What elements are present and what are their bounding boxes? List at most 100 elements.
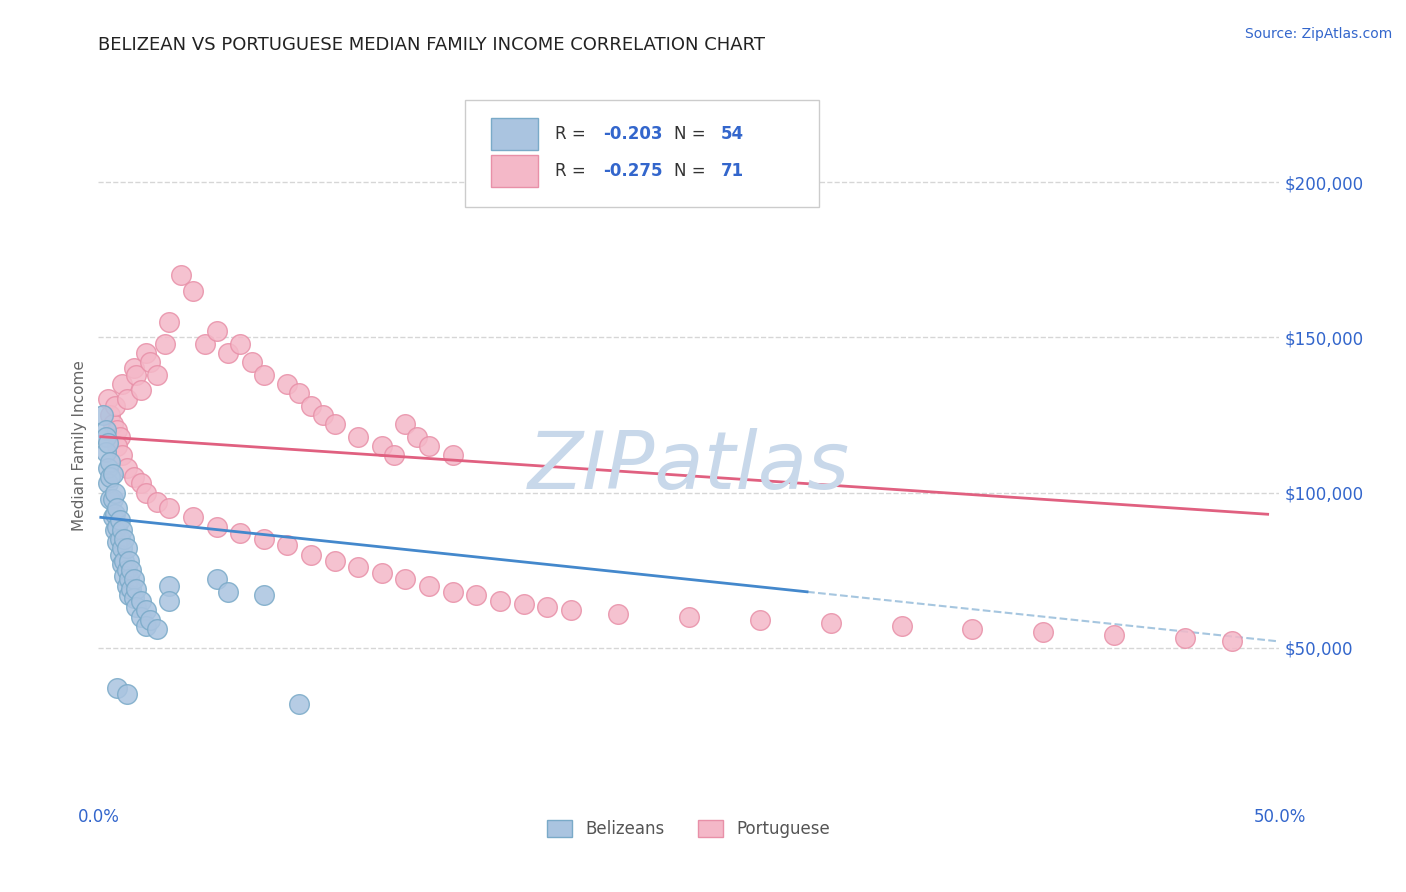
Text: ZIPatlas: ZIPatlas [527,428,851,507]
Point [122,470,145,484]
Point [1102,628,1125,642]
Point [465,588,488,602]
Point [139,613,162,627]
Point [288,386,311,401]
Point [97,392,120,407]
Point [146,622,169,636]
Point [115,541,138,556]
Point [122,591,145,605]
Point [105,501,128,516]
Point [97,460,120,475]
Point [229,336,252,351]
Point [135,619,157,633]
Point [347,430,370,444]
Point [157,315,180,329]
Legend: Belizeans, Portuguese: Belizeans, Portuguese [541,813,837,845]
Point [115,392,138,407]
Point [418,579,440,593]
Point [394,417,416,432]
Point [146,495,169,509]
Point [135,603,157,617]
Point [253,368,276,382]
Point [181,510,204,524]
Point [1220,634,1243,648]
Point [97,436,120,450]
Point [122,573,145,587]
Point [129,609,152,624]
Point [347,560,370,574]
Point [382,448,405,462]
Point [288,697,311,711]
Point [125,368,148,382]
Text: Source: ZipAtlas.com: Source: ZipAtlas.com [1244,27,1392,41]
Point [101,491,124,506]
Point [101,467,124,481]
Text: R =: R = [555,162,592,180]
Point [98,454,121,468]
Point [536,600,558,615]
Text: -0.275: -0.275 [603,162,662,180]
Point [105,439,128,453]
Text: N =: N = [673,125,710,143]
Point [170,268,193,283]
Point [112,532,135,546]
Point [240,355,263,369]
Point [108,532,131,546]
Point [323,554,346,568]
Point [217,346,239,360]
Point [98,408,121,422]
Point [122,361,145,376]
Point [371,566,394,581]
Point [299,548,322,562]
Point [94,430,117,444]
Point [678,609,700,624]
Point [121,563,143,577]
Point [135,346,157,360]
Point [101,417,124,432]
Point [205,324,228,338]
Point [115,563,138,577]
Point [115,579,138,593]
FancyBboxPatch shape [464,100,818,207]
Point [229,525,252,540]
Point [115,687,138,701]
Point [394,573,416,587]
Point [111,448,134,462]
Point [1174,632,1197,646]
Point [276,538,298,552]
Point [108,548,131,562]
Point [111,541,134,556]
Point [105,424,128,438]
Bar [491,118,537,150]
Point [157,594,180,608]
Point [146,368,169,382]
Point [104,523,127,537]
Point [129,476,152,491]
Point [111,376,134,391]
Point [560,603,582,617]
Point [157,579,180,593]
Point [112,569,135,583]
Point [101,510,124,524]
Point [962,622,984,636]
Point [820,615,842,630]
Point [105,535,128,549]
Text: BELIZEAN VS PORTUGUESE MEDIAN FAMILY INCOME CORRELATION CHART: BELIZEAN VS PORTUGUESE MEDIAN FAMILY INC… [98,36,765,54]
Point [104,399,127,413]
Text: 54: 54 [721,125,744,143]
Point [98,491,121,506]
Point [139,355,162,369]
Point [205,519,228,533]
Point [441,448,464,462]
Point [153,336,176,351]
Point [489,594,512,608]
Y-axis label: Median Family Income: Median Family Income [72,360,87,532]
Point [118,554,141,568]
Point [299,399,322,413]
Point [125,600,148,615]
Text: N =: N = [673,162,710,180]
Point [276,376,298,391]
Point [157,501,180,516]
Point [111,523,134,537]
Point [112,554,135,568]
